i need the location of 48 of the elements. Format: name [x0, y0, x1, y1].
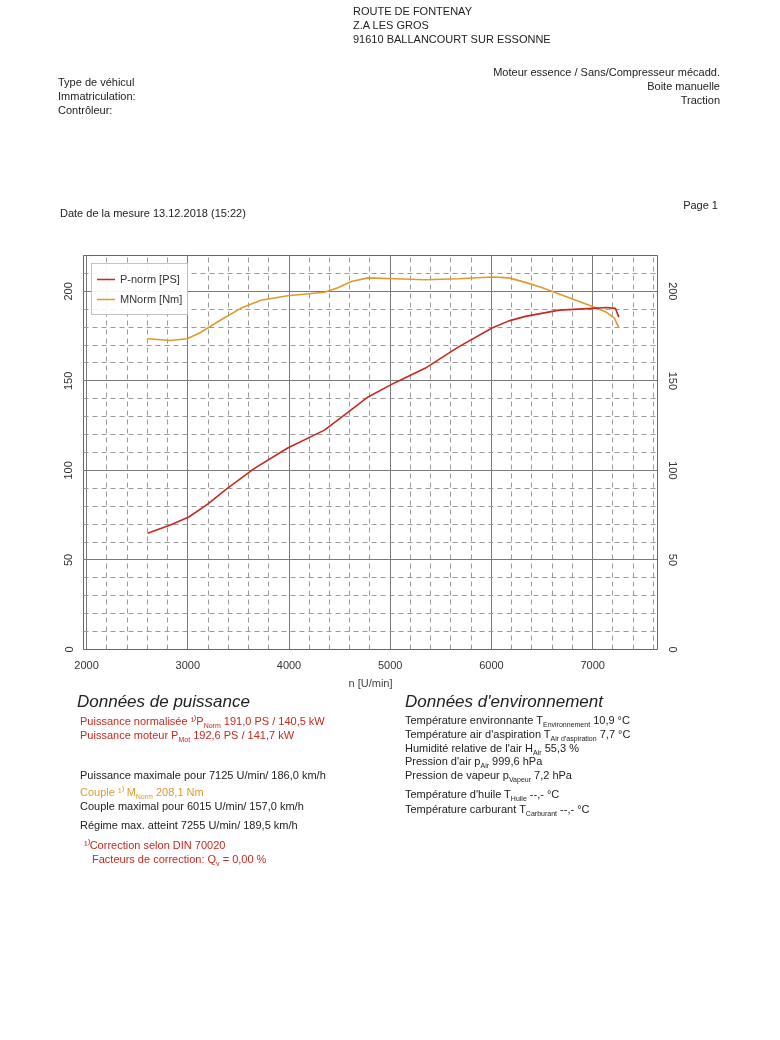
- x-tick-label: 5000: [378, 658, 403, 671]
- text: Couple maximal pour 6015 U/min/ 157,0 km/h: [80, 800, 304, 813]
- text: Page 1: [683, 199, 718, 212]
- text: Humidité relative de l'air H$_{Air}$ 55,3 %: [405, 742, 579, 757]
- text: Puissance normalisée ¹⁾P$_{Norm}$ 191,0 PS / 140,5 kW: [80, 715, 325, 730]
- text: Pression d'air p$_{Air}$ 999,6 hPa: [405, 755, 543, 770]
- text: Données d'environnement: [405, 692, 603, 712]
- x-tick-label: 2000: [74, 658, 99, 671]
- text: Facteurs de correction: Q$_{v}$ = 0,00 %: [92, 853, 267, 868]
- text: Traction: [680, 94, 720, 107]
- x-tick-label: 6000: [479, 658, 504, 671]
- y-tick-label: 100: [62, 461, 75, 480]
- text: Immatriculation:: [58, 90, 136, 103]
- y2-tick-label: 50: [666, 553, 679, 567]
- text: Température environnante T$_{Environnement}$ 10,9 °C: [405, 714, 630, 729]
- text: Moteur essence / Sans/Compresseur mécadd.: [493, 66, 720, 79]
- text: Régime max. atteint 7255 U/min/ 189,5 km/h: [80, 819, 298, 832]
- x-tick-label: 7000: [580, 658, 605, 671]
- y-tick-label: 50: [62, 553, 75, 567]
- x-tick-label: 4000: [276, 658, 302, 671]
- text: Puissance moteur P$_{Mot}$ 192,6 PS / 141,7 kW: [80, 729, 295, 744]
- x-axis-title: n [U/min]: [348, 676, 393, 689]
- text: Température air d'aspiration T$_{Air d'aspiration}$ 7,7 °C: [405, 728, 631, 743]
- y-tick-label: 200: [62, 282, 75, 301]
- text: Température d'huile T$_{Huile}$ --,- °C: [405, 788, 560, 803]
- y2-tick-label: 200: [666, 282, 679, 301]
- text: Z.A LES GROS: [353, 19, 429, 32]
- y2-tick-label: 100: [666, 461, 679, 480]
- text: ¹⁾Correction selon DIN 70020: [84, 839, 226, 852]
- text: Température carburant T$_{Carburant}$ --,- °C: [405, 803, 590, 818]
- x-tick-label: 3000: [175, 658, 201, 671]
- line-series: [147, 306, 620, 534]
- y-tick-label: 150: [62, 371, 75, 391]
- text: Date de la mesure 13.12.2018 (15:22): [60, 207, 246, 220]
- text: Puissance maximale pour 7125 U/min/ 186,0 km/h: [80, 769, 326, 782]
- y2-tick-label: 0: [666, 646, 679, 653]
- text: Couple ¹⁾ M$_{Norm}$ 208,1 Nm: [80, 786, 204, 801]
- text: Pression de vapeur p$_{Vapeur}$ 7,2 hPa: [405, 769, 572, 784]
- text: Type de véhicul: [58, 76, 135, 89]
- legend-label: P-norm [PS]: [120, 273, 180, 285]
- legend-label: MNorm [Nm]: [120, 293, 183, 305]
- y-tick-label: 0: [62, 646, 75, 653]
- text: ROUTE DE FONTENAY: [353, 5, 472, 18]
- text: Contrôleur:: [58, 104, 113, 117]
- text: Boite manuelle: [647, 80, 720, 93]
- text: 91610 BALLANCOURT SUR ESSONNE: [353, 33, 551, 46]
- text: Données de puissance: [77, 692, 250, 712]
- y2-tick-label: 150: [666, 371, 679, 391]
